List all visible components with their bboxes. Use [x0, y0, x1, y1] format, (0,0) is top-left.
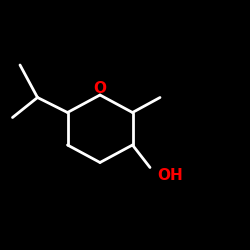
Text: O: O [94, 81, 106, 96]
Text: OH: OH [158, 168, 183, 182]
